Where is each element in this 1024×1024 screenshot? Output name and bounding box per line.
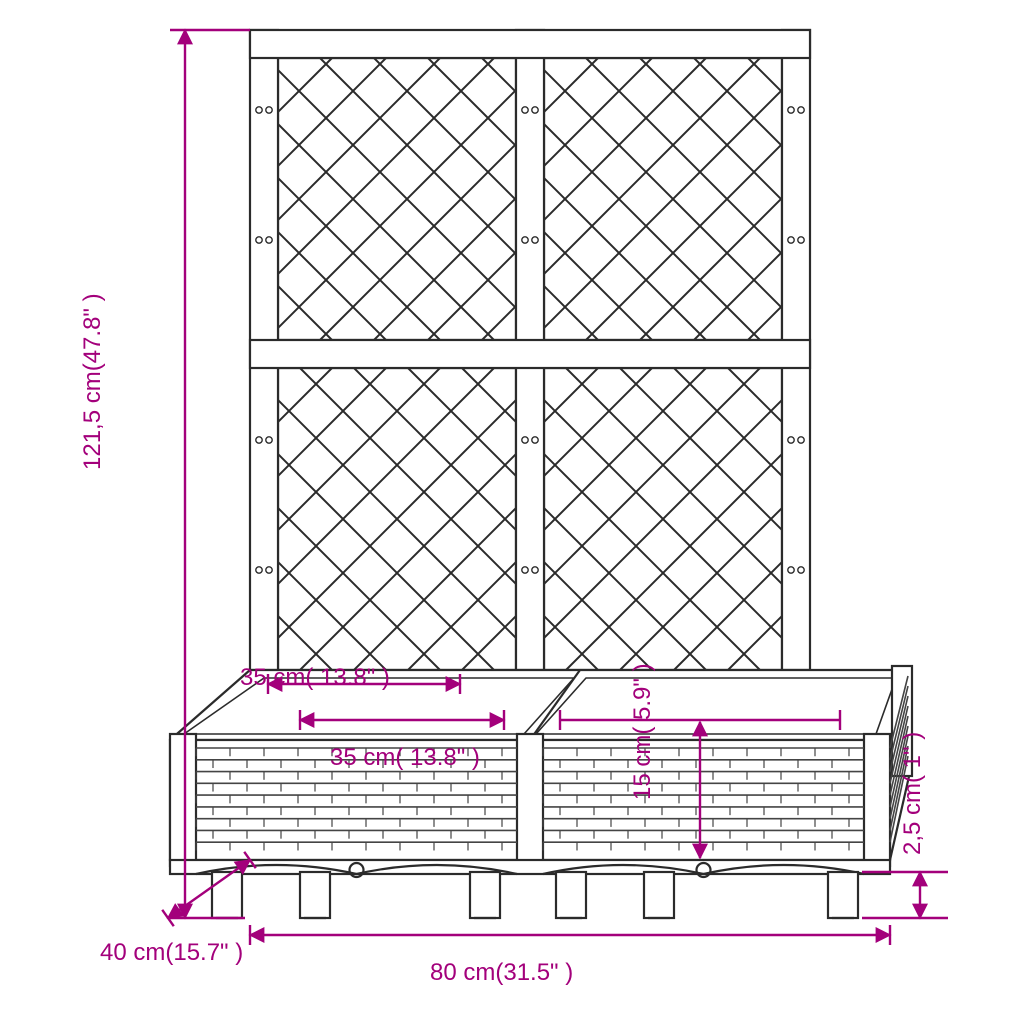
dimension-width: 80 cm(31.5" ) — [430, 960, 573, 986]
dimension-inner_depth_2: 35 cm( 13.8" ) — [330, 745, 480, 771]
dimension-depth: 40 cm(15.7" ) — [100, 940, 243, 966]
dimension-inner_height: 15 cm( 5.9" ) — [630, 663, 656, 800]
dimension-foot_height: 2,5 cm( 1" ) — [900, 732, 926, 855]
diagram-svg — [0, 0, 1024, 1024]
dimension-inner_depth_1: 35 cm( 13.8" ) — [240, 665, 390, 691]
diagram-stage: 121,5 cm(47.8" ) 35 cm( 13.8" ) 35 cm( 13.… — [0, 0, 1024, 1024]
dimension-height_total: 121,5 cm(47.8" ) — [80, 293, 106, 470]
